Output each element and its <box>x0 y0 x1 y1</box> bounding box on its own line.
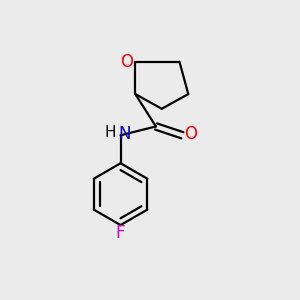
Text: O: O <box>184 125 197 143</box>
Text: O: O <box>121 53 134 71</box>
Text: F: F <box>116 224 125 242</box>
Text: N: N <box>119 125 131 143</box>
Text: H: H <box>104 125 116 140</box>
